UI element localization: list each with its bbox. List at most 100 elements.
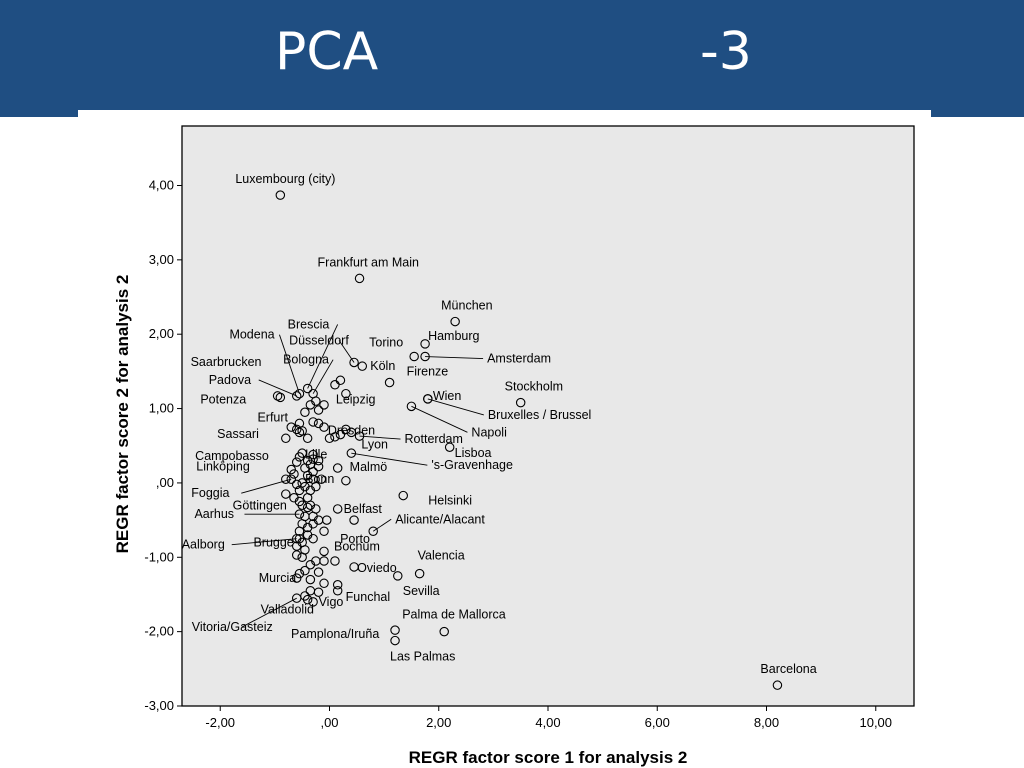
- data-point: [330, 556, 340, 566]
- point-label: Foggia: [191, 486, 229, 500]
- point-label: Sevilla: [403, 584, 440, 598]
- y-tick-label: ,00: [156, 475, 174, 490]
- data-point: [297, 448, 307, 458]
- data-point: [450, 316, 460, 327]
- leader-line: [231, 538, 297, 546]
- point-label: Vigo: [319, 595, 344, 609]
- x-tick-label: 4,00: [535, 715, 560, 730]
- point-label: Alicante/Alacant: [395, 512, 485, 526]
- data-point: [313, 587, 324, 597]
- slide-title-suffix: -3: [700, 22, 752, 82]
- data-point: [322, 515, 332, 525]
- y-tick-label: -3,00: [144, 698, 174, 713]
- point-label: Lisboa: [455, 446, 492, 460]
- slide-title: PCA: [275, 22, 379, 82]
- point-label: Padova: [209, 373, 251, 387]
- data-point: [335, 375, 346, 386]
- data-point: [294, 388, 305, 399]
- data-point: [349, 515, 359, 525]
- data-point: [308, 454, 318, 464]
- data-point: [335, 429, 346, 440]
- data-point: [357, 361, 368, 371]
- data-point: [332, 585, 343, 596]
- data-point: [390, 635, 400, 646]
- data-point: [286, 474, 297, 484]
- point-label: Bochum: [334, 539, 380, 553]
- data-point: [300, 565, 310, 576]
- data-point: [291, 424, 302, 435]
- data-point: [291, 457, 302, 467]
- data-point: [302, 433, 313, 444]
- point-label: Pamplona/Iruña: [291, 627, 379, 641]
- point-label: Stockholm: [505, 380, 563, 394]
- point-label: Firenze: [407, 365, 449, 379]
- data-point: [406, 401, 417, 412]
- point-label: Wien: [433, 389, 462, 403]
- data-point: [308, 474, 318, 484]
- chart-marks: -3,00 -2,00 -1,00 ,00 1,00 2,00 3,00 4,00 -2,00,…: [144, 172, 892, 730]
- data-point: [313, 567, 324, 577]
- data-point: [332, 504, 343, 514]
- data-point: [291, 479, 302, 490]
- point-label: Lyon: [361, 437, 388, 451]
- data-point: [439, 626, 449, 637]
- point-label: Barcelona: [760, 662, 816, 676]
- point-label: Lille: [305, 448, 327, 462]
- point-label: Linköping: [196, 460, 250, 474]
- y-tick-label: 1,00: [149, 401, 174, 416]
- data-point: [291, 550, 302, 560]
- data-point: [281, 433, 291, 444]
- point-label: Las Palmas: [390, 650, 455, 664]
- data-point: [332, 463, 343, 473]
- data-point: [275, 392, 286, 403]
- data-point: [308, 449, 318, 460]
- y-tick-label: -2,00: [144, 624, 174, 639]
- data-point: [302, 383, 313, 394]
- leader-line: [279, 334, 300, 394]
- point-label: 's-Gravenhage: [431, 458, 513, 472]
- point-label: Erfurt: [257, 410, 288, 424]
- leader-line: [411, 405, 468, 433]
- data-point: [319, 422, 329, 432]
- point-label: Valladolid: [261, 603, 314, 617]
- point-label: Göttingen: [233, 498, 287, 512]
- data-point: [297, 552, 307, 563]
- point-label: Murcia: [259, 571, 297, 585]
- data-point: [354, 273, 365, 284]
- data-point: [398, 490, 408, 501]
- data-point: [300, 407, 310, 418]
- x-tick-label: -2,00: [205, 715, 235, 730]
- data-point: [330, 432, 340, 442]
- point-label: Leipzig: [336, 393, 376, 407]
- data-point: [324, 433, 335, 444]
- leader-line: [351, 452, 428, 466]
- point-label: Brugge: [253, 536, 293, 550]
- data-point: [302, 455, 313, 466]
- data-point: [444, 442, 455, 452]
- point-label: Frankfurt am Main: [318, 255, 419, 269]
- point-label: Sassari: [217, 427, 259, 441]
- point-label: Palma de Mallorca: [402, 608, 506, 622]
- data-point: [291, 391, 302, 401]
- data-point: [313, 455, 324, 466]
- leader-line: [359, 435, 401, 440]
- data-point: [368, 526, 378, 537]
- data-point: [291, 573, 302, 583]
- point-label: Potenza: [200, 392, 246, 406]
- slide-header: [0, 0, 1024, 117]
- header-underline: [78, 110, 931, 118]
- x-tick-label: 2,00: [426, 715, 451, 730]
- data-point: [297, 426, 307, 436]
- data-point: [302, 594, 313, 605]
- point-label: Aalborg: [182, 538, 225, 552]
- point-label: Brescia: [288, 317, 330, 331]
- data-point: [349, 357, 359, 368]
- data-point: [308, 597, 318, 607]
- y-axis-label: REGR factor score 2 for analysis 2: [113, 275, 132, 554]
- point-label: Vitoria/Gasteiz: [192, 620, 273, 634]
- point-label: Napoli: [471, 425, 506, 439]
- data-point: [515, 397, 526, 408]
- data-point: [281, 489, 291, 499]
- leader-line: [307, 324, 339, 389]
